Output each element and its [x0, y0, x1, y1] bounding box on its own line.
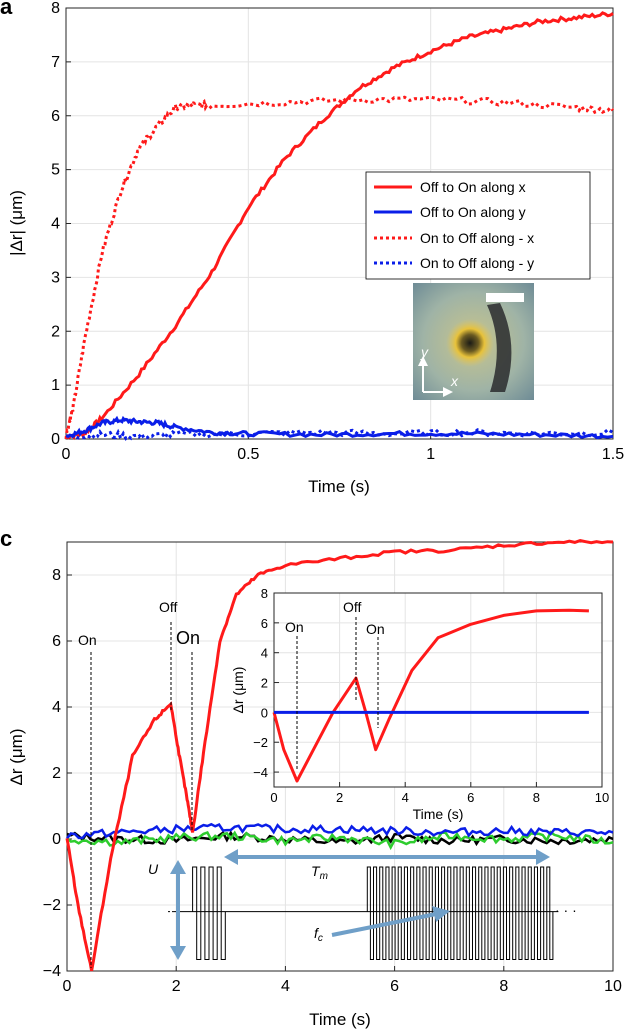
inset-y-axis-label: Δr (μm)	[230, 667, 246, 714]
Tm-arrow-right	[536, 849, 550, 865]
panel-a-label: a	[0, 0, 13, 19]
panel-c-label: c	[0, 526, 12, 551]
panel-c-annotations: On Off On U Tm fc · · ·	[78, 599, 577, 968]
panel-a-y-axis-label: |Δr| (μm)	[7, 190, 26, 256]
panel-a-y-tick-label: 7	[51, 54, 60, 71]
panel-a-y-tick-label: 0	[51, 431, 60, 448]
panel-c-y-tick-label: 6	[52, 633, 61, 650]
inset-x-tick-label: 8	[533, 790, 540, 805]
legend-box	[365, 171, 591, 280]
signal-burst-2	[366, 866, 554, 960]
scale-bar	[486, 293, 524, 302]
panel-a-y-tick-label: 3	[51, 269, 60, 286]
panel-a-y-tick-label: 5	[51, 162, 60, 179]
legend-entry-on-off-x: On to Off along - x	[420, 230, 534, 246]
inset-y-tick-label: −4	[253, 765, 268, 780]
panel-a-x-axis-label: Time (s)	[308, 477, 370, 496]
Tm-label: Tm	[311, 863, 328, 882]
panel-a-microscope-image: y x	[413, 283, 534, 400]
on2-label: On	[176, 628, 200, 648]
inset-x-arrowhead	[443, 387, 453, 397]
inset-x-tick-label: 0	[270, 790, 277, 805]
fc-label: fc	[314, 925, 323, 944]
inset-on1-label: On	[285, 619, 304, 635]
panel-a-y-tick-label: 4	[51, 216, 60, 233]
panel-a-x-tick-label: 1	[426, 446, 435, 463]
U-arrow-top	[170, 860, 186, 874]
panel-c-series-blue	[66, 822, 614, 840]
panel-c-y-tick-label: 4	[52, 699, 61, 716]
panel-c-series	[65, 539, 614, 972]
fc-arrow-head	[432, 906, 450, 922]
panel-a-x-tick-label: 0	[62, 446, 71, 463]
panel-a-x-tick-label: 0.5	[237, 446, 259, 463]
inset-y-tick-label: −2	[253, 735, 268, 750]
panel-c-x-axis-label: Time (s)	[309, 1010, 371, 1029]
panel-c-y-axis-label: Δr (μm)	[7, 728, 26, 785]
off1-label: Off	[159, 599, 178, 615]
panel-c-x-tick-label: 2	[172, 978, 181, 995]
panel-c-y-tick-label: 2	[52, 765, 61, 782]
signal-burst-1	[192, 866, 226, 960]
panel-c-y-tick-label: −4	[43, 963, 61, 980]
legend-entry-on-off-y: On to Off along - y	[420, 255, 534, 271]
inset-x-tick-label: 4	[402, 790, 409, 805]
panel-c-series-red	[65, 539, 614, 972]
panel-c-y-tick-label: 0	[52, 831, 61, 848]
panel-a-x-tick-label: 1.5	[602, 446, 624, 463]
inset-frame	[273, 592, 603, 788]
panel-c-y-tick-label: 8	[52, 567, 61, 584]
panel-a-series-0	[65, 11, 614, 441]
panel-c-series-green	[66, 830, 614, 851]
inset-background	[274, 593, 602, 787]
panel-a-legend: Off to On along x Off to On along y On t…	[365, 171, 591, 280]
panel-a-series-3	[65, 427, 614, 442]
Tm-arrow-left	[224, 849, 238, 865]
inset-x-tick-label: 10	[595, 790, 609, 805]
panel-c-x-tick-label: 10	[604, 978, 622, 995]
inset-on2-label: On	[366, 621, 385, 637]
panel-c-x-tick-label: 4	[281, 978, 290, 995]
signal-continuation-dots: · · ·	[555, 902, 577, 918]
inset-series	[272, 608, 589, 783]
panel-a-y-tick-label: 2	[51, 323, 60, 340]
legend-entry-off-on-x: Off to On along x	[420, 179, 526, 195]
panel-c-x-tick-label: 8	[499, 978, 508, 995]
U-label: U	[148, 861, 159, 877]
inset-y-tick-label: 4	[261, 646, 268, 661]
inset-ticks: 0 2 4 6 8 10 −4 −2 0 2 4 6 8	[253, 586, 609, 805]
panel-c-x-tick-label: 0	[63, 978, 72, 995]
microscope-spot	[446, 319, 494, 367]
panel-a-series-2	[64, 95, 615, 440]
panel-c-frame	[66, 541, 614, 972]
panel-a-series	[64, 11, 615, 442]
panel-c-x-tick-label: 6	[390, 978, 399, 995]
inset-y-tick-label: 6	[261, 616, 268, 631]
inset-annotations: On Off On	[285, 599, 385, 770]
panel-a-y-tick-label: 8	[51, 0, 60, 17]
legend-entry-off-on-y: Off to On along y	[420, 204, 526, 220]
inset-x-label: x	[450, 373, 459, 389]
inset-off-label: Off	[343, 599, 362, 615]
inset-y-label: y	[420, 344, 429, 360]
panel-a-series-1	[65, 415, 614, 440]
inset-y-tick-label: 0	[261, 705, 268, 720]
modulation-signal	[168, 866, 559, 960]
panel-a-y-tick-label: 1	[51, 377, 60, 394]
panel-a-y-tick-label: 6	[51, 108, 60, 125]
on1-label: On	[78, 632, 97, 648]
inset-x-tick-label: 2	[336, 790, 343, 805]
U-arrow-bottom	[170, 946, 186, 960]
inset-y-arrowhead	[418, 356, 428, 366]
microscope-shadow	[487, 303, 512, 392]
inset-y-tick-label: 8	[261, 586, 268, 601]
inset-y-tick-label: 2	[261, 676, 268, 691]
inset-x-axis-label: Time (s)	[413, 806, 464, 822]
panel-c-ticks: 0 2 4 6 8 10 −4 −2 0 2 4 6 8	[43, 567, 622, 995]
panel-c-y-tick-label: −2	[43, 897, 61, 914]
inset-series-red	[272, 608, 589, 783]
inset-x-tick-label: 6	[467, 790, 474, 805]
fc-arrow-shaft	[331, 912, 437, 937]
